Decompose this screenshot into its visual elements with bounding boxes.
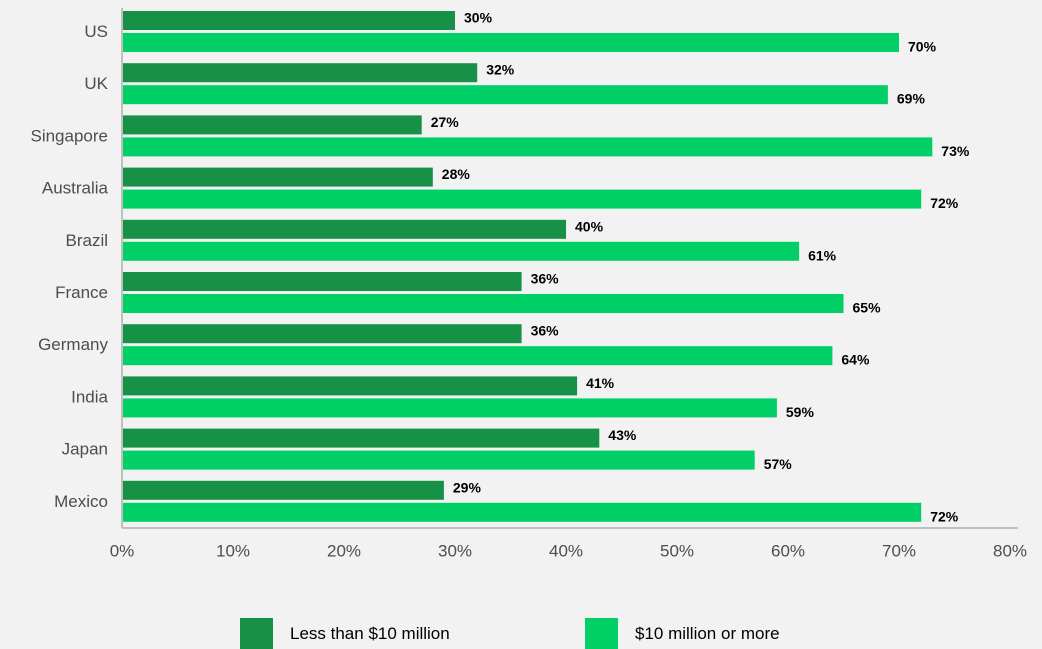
bar-mexico-10m-or-more xyxy=(123,503,921,522)
data-label-germany-10m-or-more: 64% xyxy=(841,352,870,368)
x-tick-label-2: 20% xyxy=(327,542,361,561)
bar-chart: US 30% 70% UK 32% 69% Singapore 27% 73% Australia… xyxy=(0,0,1042,615)
data-label-mexico-less-than-10m: 29% xyxy=(453,479,482,495)
x-tick-label-7: 70% xyxy=(882,542,916,561)
x-tick-label-1: 10% xyxy=(216,542,250,561)
category-label-japan: Japan xyxy=(62,440,108,459)
category-label-brazil: Brazil xyxy=(65,231,108,250)
x-tick-label-0: 0% xyxy=(110,542,135,561)
data-label-singapore-less-than-10m: 27% xyxy=(431,114,460,130)
category-label-mexico: Mexico xyxy=(54,492,108,511)
data-label-singapore-10m-or-more: 73% xyxy=(941,143,970,159)
data-label-india-10m-or-more: 59% xyxy=(786,404,815,420)
bar-india-10m-or-more xyxy=(123,398,777,417)
data-label-brazil-less-than-10m: 40% xyxy=(575,218,604,234)
bar-india-less-than-10m xyxy=(123,376,577,395)
category-label-france: France xyxy=(55,283,108,302)
legend: Less than $10 million $10 million or mor… xyxy=(0,618,1042,649)
legend-label-less-than-10m: Less than $10 million xyxy=(290,618,450,649)
bar-japan-less-than-10m xyxy=(123,429,599,448)
legend-swatch-10m-or-more xyxy=(585,618,618,649)
data-label-brazil-10m-or-more: 61% xyxy=(808,247,837,263)
bar-germany-10m-or-more xyxy=(123,346,832,365)
category-label-singapore: Singapore xyxy=(30,126,108,145)
category-label-germany: Germany xyxy=(38,335,108,354)
legend-item-less-than-10m: Less than $10 million xyxy=(240,618,450,649)
data-label-japan-less-than-10m: 43% xyxy=(608,427,637,443)
legend-swatch-less-than-10m xyxy=(240,618,273,649)
data-label-uk-less-than-10m: 32% xyxy=(486,62,515,78)
bar-brazil-10m-or-more xyxy=(123,242,799,261)
bar-mexico-less-than-10m xyxy=(123,481,444,500)
bar-singapore-10m-or-more xyxy=(123,137,932,156)
data-label-us-less-than-10m: 30% xyxy=(464,10,493,26)
data-label-us-10m-or-more: 70% xyxy=(908,39,937,55)
data-label-india-less-than-10m: 41% xyxy=(586,375,615,391)
x-tick-label-6: 60% xyxy=(771,542,805,561)
data-label-australia-less-than-10m: 28% xyxy=(442,166,471,182)
x-tick-label-8: 80% xyxy=(993,542,1027,561)
x-tick-label-4: 40% xyxy=(549,542,583,561)
bar-france-10m-or-more xyxy=(123,294,844,313)
bar-france-less-than-10m xyxy=(123,272,522,291)
category-label-india: India xyxy=(71,387,108,406)
category-label-australia: Australia xyxy=(42,179,109,198)
legend-label-10m-or-more: $10 million or more xyxy=(635,618,780,649)
category-label-uk: UK xyxy=(84,74,108,93)
bar-australia-10m-or-more xyxy=(123,190,921,209)
data-label-uk-10m-or-more: 69% xyxy=(897,91,926,107)
bar-brazil-less-than-10m xyxy=(123,220,566,239)
bar-australia-less-than-10m xyxy=(123,168,433,187)
x-tick-label-3: 30% xyxy=(438,542,472,561)
x-tick-label-5: 50% xyxy=(660,542,694,561)
bar-singapore-less-than-10m xyxy=(123,115,422,134)
bar-us-less-than-10m xyxy=(123,11,455,30)
data-label-mexico-10m-or-more: 72% xyxy=(930,508,959,524)
bar-japan-10m-or-more xyxy=(123,451,755,470)
data-label-france-10m-or-more: 65% xyxy=(853,300,882,316)
category-label-us: US xyxy=(84,22,108,41)
bar-us-10m-or-more xyxy=(123,33,899,52)
bar-germany-less-than-10m xyxy=(123,324,522,343)
legend-item-10m-or-more: $10 million or more xyxy=(585,618,780,649)
data-label-france-less-than-10m: 36% xyxy=(531,271,560,287)
data-label-germany-less-than-10m: 36% xyxy=(531,323,560,339)
data-label-australia-10m-or-more: 72% xyxy=(930,195,959,211)
data-label-japan-10m-or-more: 57% xyxy=(764,456,793,472)
bar-uk-10m-or-more xyxy=(123,85,888,104)
bar-uk-less-than-10m xyxy=(123,63,477,82)
